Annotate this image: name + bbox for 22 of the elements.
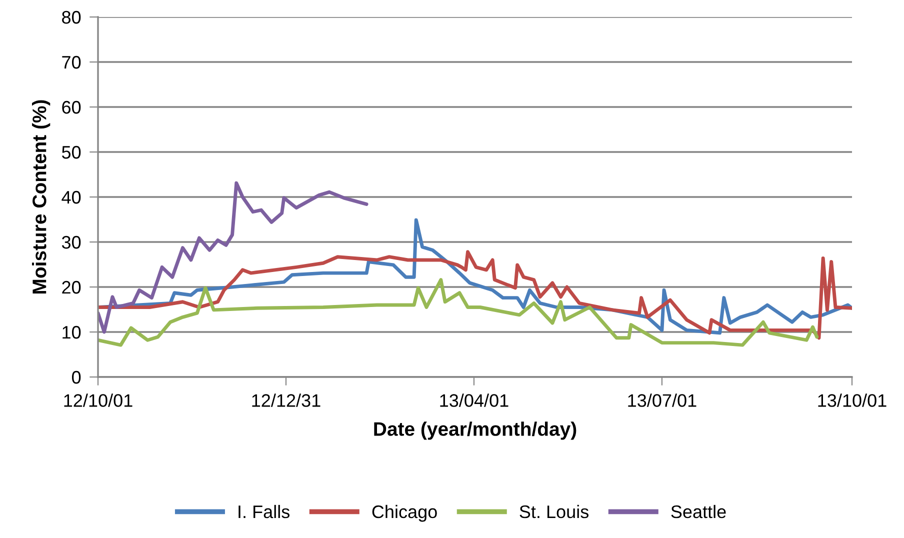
y-tick-label: 0 (72, 370, 81, 384)
x-tick-label: 13/07/01 (628, 394, 696, 407)
y-tick-label: 60 (62, 100, 81, 114)
x-tick-label: 13/04/01 (440, 394, 508, 407)
legend-label: Seattle (671, 504, 726, 518)
y-tick-label: 50 (62, 146, 81, 159)
legend-label: St. Louis (520, 504, 588, 518)
x-tick-label: 12/12/31 (252, 394, 320, 407)
y-tick-label: 70 (62, 56, 81, 69)
y-tick-label: 80 (62, 10, 81, 24)
x-axis-title: Date (year/month/day) (374, 422, 576, 440)
x-tick-label: 12/10/01 (64, 394, 132, 407)
legend-label: Chicago (372, 504, 437, 522)
y-tick-label: 10 (62, 326, 81, 339)
x-tick-label: 13/10/01 (818, 394, 886, 407)
y-tick-label: 40 (62, 190, 81, 204)
y-axis-title: Moisture Content (%) (32, 100, 50, 294)
line-series (98, 181, 368, 334)
legend-label: I. Falls (238, 504, 290, 518)
line-series (98, 278, 819, 347)
y-tick-label: 20 (62, 280, 81, 294)
y-tick-label: 30 (62, 236, 81, 249)
